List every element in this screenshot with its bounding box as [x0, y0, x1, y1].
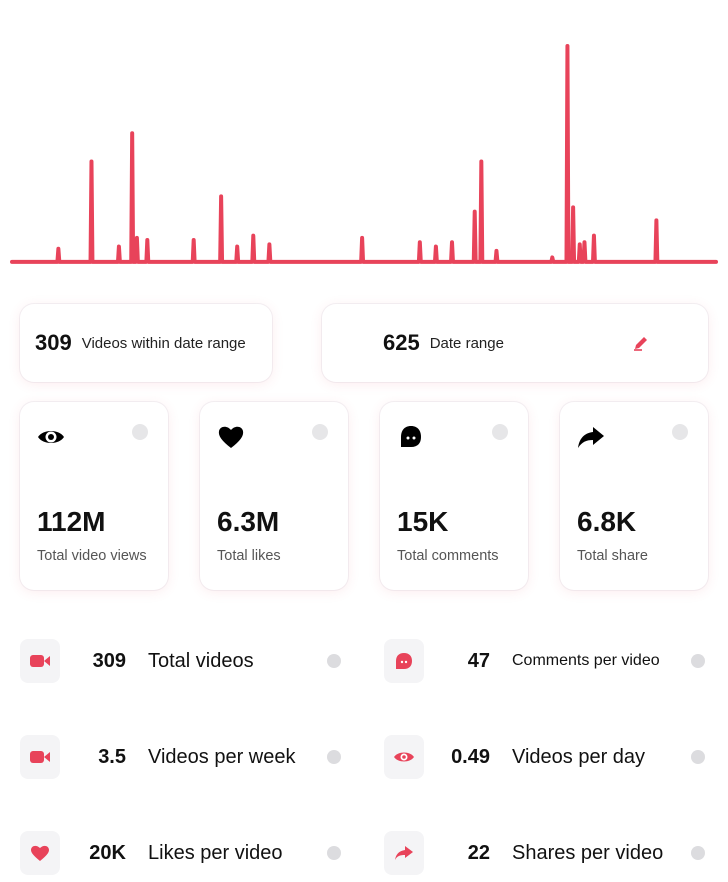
metric-label: Total video views — [37, 548, 147, 564]
video-icon — [20, 735, 60, 779]
eye-icon — [38, 431, 64, 443]
stat-value: 0.49 — [451, 745, 490, 768]
metric-label: Total likes — [217, 548, 281, 564]
info-icon[interactable] — [492, 424, 508, 440]
info-icon[interactable] — [132, 424, 148, 440]
videos-in-range-card: 309 Videos within date range — [20, 304, 272, 382]
info-icon[interactable] — [327, 654, 341, 668]
stat-label: Total videos — [148, 649, 254, 672]
info-icon[interactable] — [672, 424, 688, 440]
share-icon — [384, 831, 424, 875]
metric-card-likes: 6.3M Total likes — [200, 402, 348, 590]
stat-label: Videos per day — [512, 745, 646, 768]
stat-row-shares-per-video: 22 Shares per video — [384, 830, 714, 876]
stat-label: Shares per video — [512, 841, 664, 864]
comment-icon — [384, 639, 424, 683]
stat-row-comments-per-video: 47 Comments per video — [384, 638, 714, 684]
video-icon — [20, 639, 60, 683]
date-range-label: Date range — [429, 334, 504, 352]
stat-value: 22 — [467, 841, 490, 864]
info-icon[interactable] — [327, 846, 341, 860]
metric-card-comments: 15K Total comments — [380, 402, 528, 590]
stat-label: Likes per video — [148, 841, 283, 864]
info-icon[interactable] — [691, 654, 705, 668]
info-icon[interactable] — [691, 846, 705, 860]
metric-card-views: 112M Total video views — [20, 402, 168, 590]
share-icon — [578, 427, 604, 448]
stat-row-likes-per-video: 20K Likes per video — [20, 830, 350, 876]
stat-label: Videos per week — [148, 745, 296, 768]
pencil-icon[interactable] — [632, 334, 650, 352]
date-range-card: 625 Date range — [322, 304, 708, 382]
views-timeline-chart — [10, 44, 718, 264]
videos-in-range-label: Videos within date range — [81, 334, 246, 352]
videos-in-range-value: 309 — [35, 330, 72, 355]
stat-row-total-videos: 309 Total videos — [20, 638, 350, 684]
metric-value: 112M — [37, 506, 106, 537]
metric-card-shares: 6.8K Total share — [560, 402, 708, 590]
metric-value: 15K — [397, 506, 449, 537]
comment-icon — [401, 426, 421, 447]
heart-icon — [218, 426, 244, 448]
metric-value: 6.3M — [217, 506, 280, 537]
heart-icon — [20, 831, 60, 875]
info-icon[interactable] — [312, 424, 328, 440]
metric-value: 6.8K — [577, 506, 637, 537]
info-icon[interactable] — [691, 750, 705, 764]
stat-value: 3.5 — [98, 745, 126, 768]
stat-value: 20K — [89, 841, 126, 864]
stat-row-videos-per-week: 3.5 Videos per week — [20, 734, 350, 780]
eye-icon — [384, 735, 424, 779]
metric-label: Total comments — [397, 548, 499, 564]
metric-label: Total share — [577, 548, 648, 564]
stat-value: 47 — [467, 649, 490, 672]
info-icon[interactable] — [327, 750, 341, 764]
stat-row-videos-per-day: 0.49 Videos per day — [384, 734, 714, 780]
chart-series-line — [10, 44, 718, 264]
date-range-value: 625 — [383, 330, 420, 355]
stat-label: Comments per video — [512, 652, 660, 669]
stat-value: 309 — [92, 649, 126, 672]
